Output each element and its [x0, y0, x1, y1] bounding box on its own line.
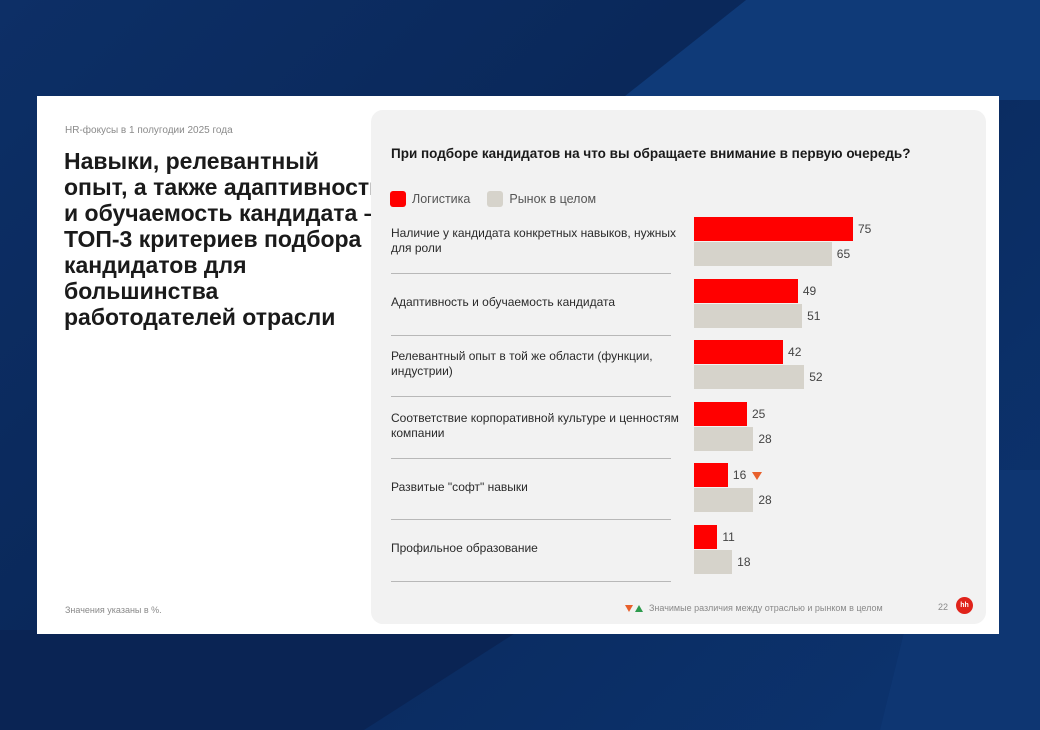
slide: HR-фокусы в 1 полугодии 2025 года Навыки… — [37, 96, 999, 634]
row-separator — [391, 519, 671, 520]
legend-label-market: Рынок в целом — [509, 192, 597, 206]
value-label-market: 51 — [807, 308, 821, 323]
value-label-market: 52 — [809, 370, 823, 384]
value-label-market: 28 — [758, 431, 772, 446]
bar-logistics — [694, 401, 747, 426]
bar-logistics — [694, 217, 853, 241]
category-label: Развитые "софт" навыки — [391, 479, 528, 494]
row-separator — [391, 396, 671, 397]
category-label: Соответствие корпоративной культуре и це… — [391, 410, 679, 440]
legend-swatch-logistics — [390, 191, 406, 207]
bar-market — [694, 549, 733, 574]
slide-kicker: HR-фокусы в 1 полугодии 2025 года — [65, 125, 233, 136]
row-separator — [391, 273, 671, 274]
chart-legend: Логистика Рынок в целом — [390, 191, 613, 207]
value-label-logistics: 16 — [732, 468, 747, 482]
hh-logo: hh — [956, 597, 973, 614]
significance-note: Значимые различия между отраслью и рынко… — [649, 603, 883, 613]
bar-logistics — [694, 463, 728, 487]
bar-market — [694, 242, 832, 266]
value-label-market: 28 — [758, 493, 772, 507]
down-triangle-icon — [625, 604, 633, 612]
value-label-logistics: 49 — [802, 283, 817, 298]
page-number: 22 — [938, 602, 949, 612]
bar-logistics — [694, 340, 784, 364]
bar-market — [694, 365, 805, 389]
legend-swatch-market — [487, 191, 504, 207]
legend-label-logistics: Логистика — [412, 192, 471, 206]
value-label-logistics: 11 — [722, 529, 735, 544]
value-label-logistics: 25 — [752, 406, 766, 421]
bar-logistics — [694, 524, 718, 549]
category-label: Адаптивность и обучаемость кандидата — [391, 295, 616, 309]
up-triangle-icon — [635, 604, 643, 612]
chart-title: При подборе кандидатов на что вы обращае… — [391, 146, 911, 161]
significance-legend: Значимые различия между отраслью и рынко… — [625, 603, 883, 613]
row-separator — [391, 334, 671, 336]
bar-logistics — [694, 278, 798, 303]
slide-headline: Навыки, релевантный опыт, а также адапти… — [64, 148, 384, 330]
bar-market — [694, 426, 754, 451]
row-separator — [391, 580, 671, 582]
category-label: Наличие у кандидата конкретных навыков, … — [391, 226, 677, 255]
value-label-logistics: 75 — [858, 222, 872, 236]
row-separator — [391, 457, 671, 459]
bar-market — [694, 303, 803, 328]
value-label-market: 65 — [836, 247, 851, 261]
bar-market — [694, 488, 754, 512]
category-label: Релевантный опыт в той же области (функц… — [391, 349, 653, 378]
footnote: Значения указаны в %. — [65, 605, 162, 615]
value-label-logistics: 42 — [788, 345, 802, 359]
chart-panel: При подборе кандидатов на что вы обращае… — [371, 110, 986, 624]
category-label: Профильное образование — [391, 541, 538, 555]
significant-lower-icon — [751, 472, 762, 480]
value-label-market: 18 — [737, 554, 751, 569]
